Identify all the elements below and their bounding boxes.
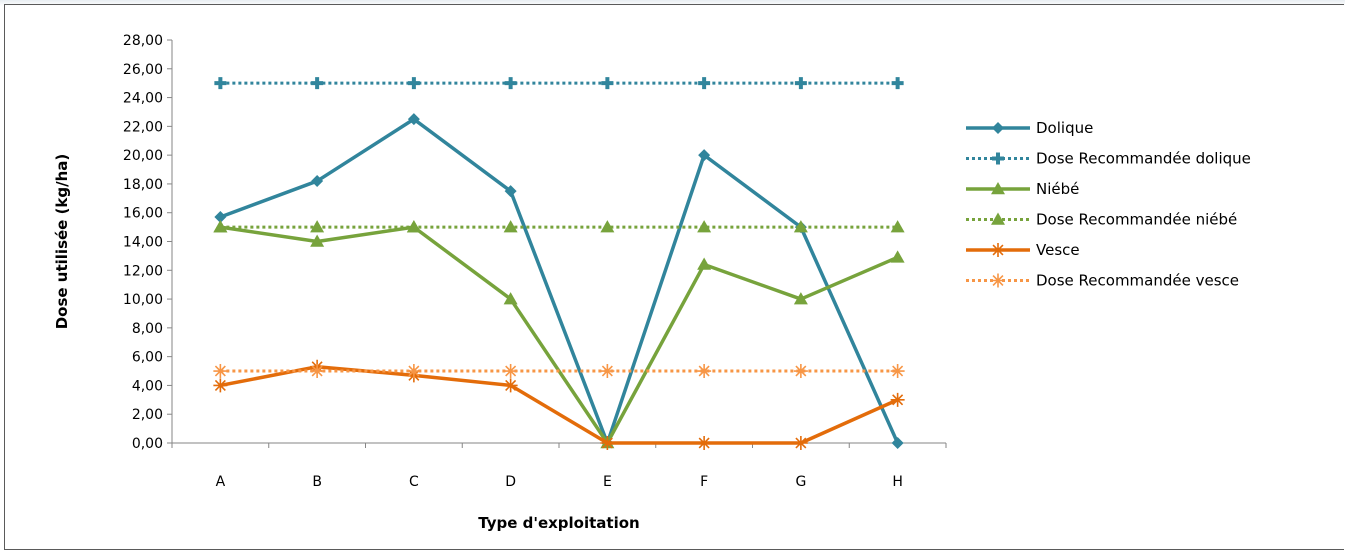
y-tick-label: 18,00	[123, 177, 163, 193]
y-tick-label: 24,00	[123, 91, 163, 107]
legend-entry: Dose Recommandée dolique	[966, 150, 1251, 168]
y-tick-label: 14,00	[123, 235, 163, 251]
legend-marker	[991, 212, 1005, 225]
y-tick-label: 4,00	[132, 378, 163, 394]
legend-entry: Dose Recommandée niébé	[966, 211, 1237, 229]
legend: Dolique Dose Recommandée dolique Niébé Dose…	[966, 119, 1251, 290]
series-point	[503, 364, 518, 379]
series-point	[503, 292, 518, 305]
series-point	[793, 436, 808, 450]
legend-label: Dolique	[1036, 119, 1093, 137]
legend-entry: Dose Recommandée vesce	[966, 272, 1239, 290]
series-point	[213, 220, 228, 233]
y-tick-label: 12,00	[123, 263, 163, 279]
legend-entry: Niébé	[966, 180, 1079, 198]
series-point	[406, 364, 421, 379]
series-point	[310, 364, 325, 379]
x-tick-label: G	[795, 474, 806, 490]
series-point	[890, 364, 905, 379]
legend-label: Vesce	[1036, 241, 1080, 259]
series-point	[794, 77, 807, 90]
y-tick-label: 26,00	[123, 62, 163, 78]
series-point	[504, 185, 517, 198]
series-point	[698, 149, 711, 162]
y-tick-label: 6,00	[132, 350, 163, 366]
x-axis-title: Type d'exploitation	[478, 514, 639, 532]
series-point	[698, 77, 711, 90]
legend-label: Dose Recommandée vesce	[1036, 272, 1239, 290]
series-0	[214, 113, 904, 449]
y-tick-label: 28,00	[123, 33, 163, 49]
series-3	[213, 220, 905, 233]
legend-label: Dose Recommandée niébé	[1036, 211, 1237, 229]
y-tick-label: 22,00	[123, 119, 163, 135]
series-point	[890, 392, 905, 407]
series-point	[407, 77, 420, 90]
legend-label: Dose Recommandée dolique	[1036, 150, 1251, 168]
series-point	[406, 220, 421, 233]
series-point	[311, 175, 324, 188]
y-axis-title: Dose utilisée (kg/ha)	[53, 154, 71, 330]
series-point	[504, 77, 517, 90]
series-point	[310, 220, 325, 233]
series-point	[601, 77, 614, 90]
x-tick-label: D	[505, 474, 516, 490]
series-point	[793, 220, 808, 233]
series-point	[214, 211, 227, 224]
x-tick-label: A	[216, 474, 226, 490]
y-tick-label: 16,00	[123, 206, 163, 222]
series-point	[697, 220, 712, 233]
legend-entry: Vesce	[966, 241, 1080, 259]
series-point	[793, 364, 808, 379]
y-axis-ticks: 0,00 2,00 4,00 6,00 8,00 10,00 12,00 14,00 16,00…	[123, 33, 172, 452]
series-point	[890, 220, 905, 233]
y-tick-label: 0,00	[132, 436, 163, 452]
series-1	[214, 77, 904, 90]
x-tick-label: E	[603, 474, 612, 490]
x-tick-label: B	[312, 474, 322, 490]
series-point	[600, 220, 615, 233]
series-point	[793, 292, 808, 305]
legend-label: Niébé	[1036, 180, 1079, 198]
legend-entry: Dolique	[966, 119, 1093, 137]
axes	[171, 40, 946, 444]
series-point	[503, 378, 518, 393]
legend-marker	[991, 273, 1005, 288]
legend-marker	[992, 122, 1004, 134]
series-point	[890, 250, 905, 263]
series-line	[220, 364, 899, 445]
series-5	[213, 364, 905, 379]
y-tick-label: 2,00	[132, 407, 163, 423]
series-layer	[213, 77, 905, 450]
x-tick-label: F	[700, 474, 708, 490]
frame-shade	[0, 0, 1345, 6]
x-axis-ticks: A B C D E F G H	[171, 443, 947, 490]
series-point	[697, 257, 712, 270]
series-point	[697, 436, 712, 450]
series-point	[697, 364, 712, 379]
series-point	[600, 364, 615, 379]
series-line	[219, 117, 900, 445]
y-tick-label: 8,00	[132, 321, 163, 337]
x-tick-label: C	[409, 474, 419, 490]
series-point	[213, 378, 228, 393]
chart-frame	[4, 4, 1344, 550]
legend-marker	[991, 243, 1005, 257]
series-line	[220, 225, 899, 445]
legend-marker	[992, 152, 1004, 165]
x-tick-label: H	[892, 474, 903, 490]
series-point	[213, 364, 228, 379]
legend-marker	[991, 182, 1005, 195]
y-tick-label: 20,00	[123, 148, 163, 164]
series-point	[310, 234, 325, 247]
series-point	[600, 436, 615, 450]
series-point	[311, 77, 324, 90]
series-point	[891, 77, 904, 90]
series-point	[503, 220, 518, 233]
y-tick-label: 10,00	[123, 292, 163, 308]
series-point	[214, 77, 227, 90]
series-point	[407, 113, 420, 126]
series-point	[891, 437, 904, 449]
